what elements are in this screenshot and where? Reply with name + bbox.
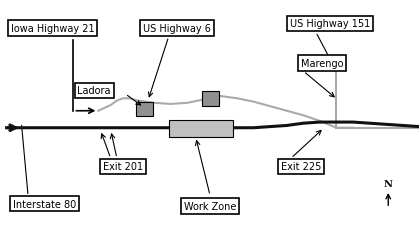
Text: Iowa Highway 21: Iowa Highway 21: [11, 24, 94, 34]
Text: US Highway 6: US Highway 6: [143, 24, 211, 34]
Text: Marengo: Marengo: [301, 59, 343, 69]
Text: Exit 225: Exit 225: [281, 162, 321, 171]
Text: Interstate 80: Interstate 80: [13, 199, 76, 209]
Text: US Highway 151: US Highway 151: [290, 19, 370, 29]
Bar: [169, 120, 233, 137]
Text: Ladora: Ladora: [77, 86, 111, 96]
Bar: [136, 102, 153, 117]
Text: N: N: [384, 179, 393, 188]
Text: Work Zone: Work Zone: [184, 201, 236, 211]
Text: Exit 201: Exit 201: [103, 162, 143, 171]
Bar: [202, 92, 219, 107]
